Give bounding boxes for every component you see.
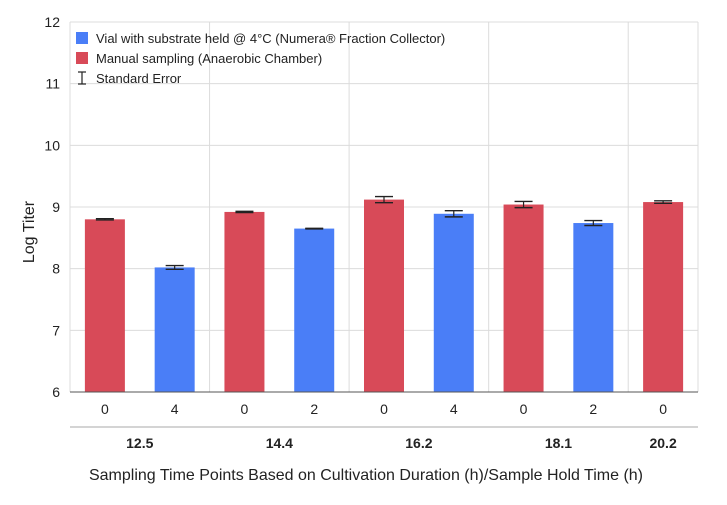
legend-swatch	[76, 32, 88, 44]
x-tick-label: 0	[241, 401, 249, 417]
bar	[84, 219, 125, 392]
x-tick-label: 0	[659, 401, 667, 417]
y-tick-label: 12	[44, 14, 60, 30]
y-tick-label: 6	[52, 384, 60, 400]
x-tick-label: 0	[101, 401, 109, 417]
y-tick-label: 7	[52, 322, 60, 338]
legend: Vial with substrate held @ 4°C (Numera® …	[76, 31, 445, 86]
bar	[503, 204, 544, 392]
x-tick-label: 2	[589, 401, 597, 417]
x-tick-label: 4	[171, 401, 179, 417]
y-tick-label: 10	[44, 137, 60, 153]
bar	[573, 223, 614, 392]
y-axis-label: Log Titer	[21, 200, 38, 263]
bar	[224, 211, 265, 392]
y-tick-label: 8	[52, 261, 60, 277]
bar	[294, 228, 335, 392]
group-label: 20.2	[649, 435, 676, 451]
y-tick-label: 9	[52, 199, 60, 215]
bar	[433, 213, 474, 392]
x-axis-label: Sampling Time Points Based on Cultivatio…	[89, 467, 643, 484]
legend-label: Vial with substrate held @ 4°C (Numera® …	[96, 31, 445, 46]
legend-swatch	[76, 52, 88, 64]
axis-layer: 6 7 8 9 10 11 12 0 4 0 2 0 4 0 2 0 12.5 14.4 16.2 18.1 20.2	[44, 14, 698, 451]
x-tick-label: 0	[520, 401, 528, 417]
bar	[154, 267, 195, 392]
bars-layer	[84, 195, 684, 392]
legend-label: Manual sampling (Anaerobic Chamber)	[96, 51, 322, 66]
group-label: 14.4	[266, 435, 293, 451]
group-label: 18.1	[545, 435, 572, 451]
x-tick-label: 4	[450, 401, 458, 417]
x-tick-label: 2	[310, 401, 318, 417]
bar	[643, 202, 684, 392]
group-label: 16.2	[405, 435, 432, 451]
legend-label: Standard Error	[96, 71, 182, 86]
x-tick-label: 0	[380, 401, 388, 417]
group-label: 12.5	[126, 435, 153, 451]
bar	[364, 199, 404, 392]
y-tick-label: 11	[45, 76, 60, 92]
